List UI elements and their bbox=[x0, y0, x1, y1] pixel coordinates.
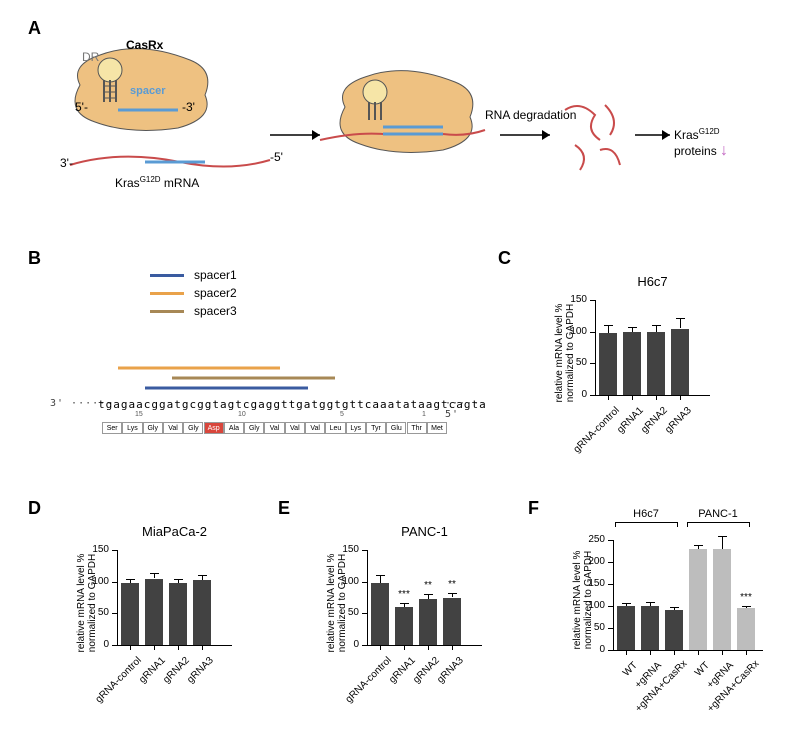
sequence-text: tgagaacggatgcggtagtcgaggttgatggtgttcaaat… bbox=[98, 398, 487, 411]
aa-box: Tyr bbox=[366, 422, 386, 434]
aa-box: Gly bbox=[183, 422, 203, 434]
chart-c: H6c7relative mRNA level %normalized to G… bbox=[540, 260, 750, 470]
aa-box: Ser bbox=[102, 422, 122, 434]
rna-degradation-text: RNA degradation bbox=[485, 108, 576, 122]
aa-box: Ala bbox=[224, 422, 244, 434]
significance-marker: ** bbox=[441, 579, 463, 590]
bar bbox=[641, 606, 659, 650]
seq-suffix: ······ 5' bbox=[445, 398, 487, 420]
aa-box: Gly bbox=[143, 422, 163, 434]
chart-e: PANC-1relative mRNA level %normalized to… bbox=[312, 510, 522, 720]
bar bbox=[419, 599, 437, 645]
three-prime-top: -3' bbox=[182, 100, 195, 114]
aa-box: Val bbox=[163, 422, 183, 434]
bar bbox=[193, 580, 211, 645]
bar bbox=[599, 333, 617, 395]
bar bbox=[647, 332, 665, 395]
chart-title: PANC-1 bbox=[367, 524, 482, 539]
panel-a-schematic: CasRx DR spacer 5'- -3' 3'- -5' KrasG12D… bbox=[60, 40, 760, 200]
aa-box: Met bbox=[427, 422, 447, 434]
aa-tick: 10 bbox=[238, 411, 246, 418]
aa-box: Leu bbox=[325, 422, 345, 434]
bar bbox=[671, 329, 689, 396]
y-tick: 50 bbox=[337, 607, 359, 618]
y-tick: 100 bbox=[87, 576, 109, 587]
bar bbox=[713, 549, 731, 650]
significance-marker: *** bbox=[393, 589, 415, 600]
y-axis bbox=[117, 550, 118, 645]
bar bbox=[145, 579, 163, 646]
aa-box: Glu bbox=[386, 422, 406, 434]
bar bbox=[371, 583, 389, 645]
panel-label-e: E bbox=[278, 498, 290, 519]
y-tick: 0 bbox=[565, 389, 587, 400]
bar bbox=[169, 583, 187, 645]
proteins-label: KrasG12D proteins ↓ bbox=[674, 127, 760, 160]
bar bbox=[121, 583, 139, 645]
y-tick: 150 bbox=[565, 294, 587, 305]
aa-tick: 5 bbox=[340, 411, 344, 418]
mrna-label: KrasG12D mRNA bbox=[115, 175, 199, 190]
group-label: PANC-1 bbox=[687, 508, 749, 520]
y-tick: 200 bbox=[583, 556, 605, 567]
y-tick: 150 bbox=[583, 578, 605, 589]
chart-f: H6c7PANC-1relative mRNA level %normalize… bbox=[558, 500, 788, 730]
five-prime-top: 5'- bbox=[75, 100, 88, 114]
y-axis bbox=[595, 300, 596, 395]
y-tick: 50 bbox=[583, 622, 605, 633]
y-axis bbox=[613, 540, 614, 650]
significance-marker: ** bbox=[417, 580, 439, 591]
bar bbox=[443, 598, 461, 646]
panel-label-b: B bbox=[28, 248, 41, 269]
y-tick: 50 bbox=[87, 607, 109, 618]
y-tick: 150 bbox=[337, 544, 359, 555]
bar bbox=[737, 608, 755, 650]
y-axis bbox=[367, 550, 368, 645]
aa-box: Val bbox=[305, 422, 325, 434]
bar bbox=[617, 606, 635, 650]
panel-b: spacer1 spacer2 spacer3 3' ······ tgagaa… bbox=[50, 260, 470, 460]
x-axis bbox=[117, 645, 232, 646]
group-label: H6c7 bbox=[615, 508, 677, 520]
aa-box: Thr bbox=[407, 422, 427, 434]
aa-tick: 15 bbox=[135, 411, 143, 418]
y-tick: 100 bbox=[337, 576, 359, 587]
chart-title: H6c7 bbox=[595, 274, 710, 289]
panel-label-d: D bbox=[28, 498, 41, 519]
x-axis bbox=[367, 645, 482, 646]
aa-box: Lys bbox=[346, 422, 366, 434]
y-tick: 100 bbox=[565, 326, 587, 337]
panel-label-a: A bbox=[28, 18, 41, 39]
y-tick: 50 bbox=[565, 357, 587, 368]
five-prime-bot: -5' bbox=[270, 150, 283, 164]
y-tick: 0 bbox=[337, 639, 359, 650]
x-axis bbox=[595, 395, 710, 396]
three-prime-bot: 3'- bbox=[60, 156, 73, 170]
y-tick: 0 bbox=[583, 644, 605, 655]
panel-label-c: C bbox=[498, 248, 511, 269]
chart-d: MiaPaCa-2relative mRNA level %normalized… bbox=[62, 510, 272, 720]
aa-box: Val bbox=[264, 422, 284, 434]
y-tick: 100 bbox=[583, 600, 605, 611]
aa-tick: 1 bbox=[422, 411, 426, 418]
dr-text: DR bbox=[82, 50, 99, 64]
chart-title: MiaPaCa-2 bbox=[117, 524, 232, 539]
aa-box: Asp bbox=[204, 422, 224, 434]
down-arrow-icon: ↓ bbox=[720, 142, 728, 159]
bar bbox=[665, 610, 683, 650]
aa-box: Gly bbox=[244, 422, 264, 434]
x-axis bbox=[613, 650, 763, 651]
aa-box: Val bbox=[285, 422, 305, 434]
y-tick: 0 bbox=[87, 639, 109, 650]
aa-box: Lys bbox=[122, 422, 142, 434]
bar bbox=[623, 332, 641, 395]
y-tick: 150 bbox=[87, 544, 109, 555]
y-tick: 250 bbox=[583, 534, 605, 545]
bar bbox=[395, 607, 413, 645]
significance-marker: *** bbox=[735, 592, 757, 603]
bar bbox=[689, 549, 707, 650]
spacer-text: spacer bbox=[130, 85, 165, 97]
panel-label-f: F bbox=[528, 498, 539, 519]
casrx-text: CasRx bbox=[126, 38, 163, 52]
